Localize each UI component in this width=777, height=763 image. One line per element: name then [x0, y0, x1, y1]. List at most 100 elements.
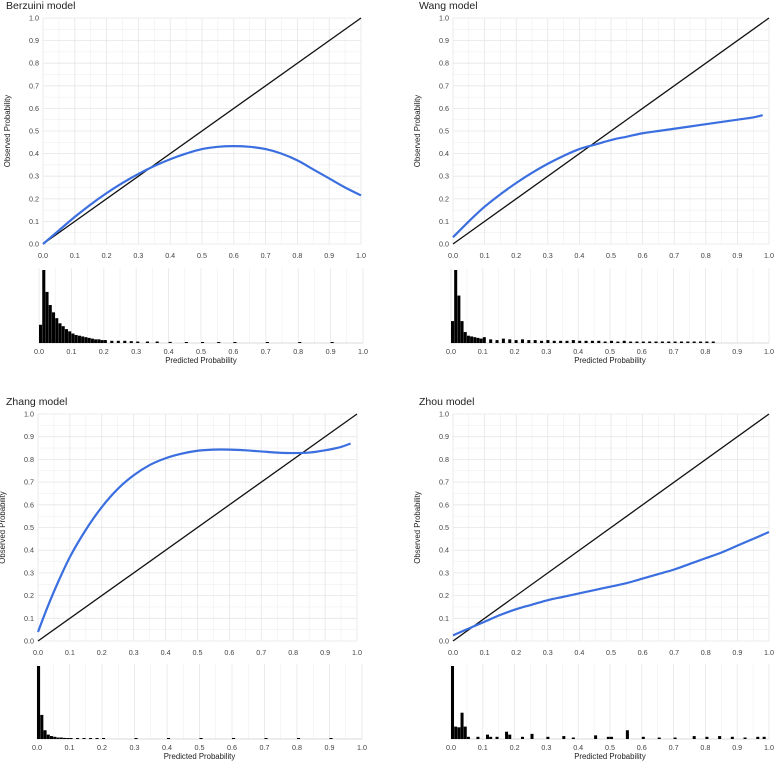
histogram-bar — [37, 666, 41, 739]
histogram-bar — [40, 714, 44, 739]
calibration-curve — [42, 145, 362, 245]
histogram-bar — [495, 736, 499, 739]
histogram-bar — [762, 736, 766, 739]
y-tick-label: 1.0 — [29, 14, 39, 23]
histogram-bar — [508, 734, 512, 739]
histogram-bar — [71, 333, 75, 343]
hist-x-tick-label: 0.1 — [65, 743, 75, 752]
histogram-bar — [43, 730, 47, 739]
histogram-bar — [64, 329, 68, 343]
hist-x-tick-label: 0.9 — [326, 347, 336, 356]
hist-x-tick-label: 0.5 — [196, 347, 206, 356]
histogram-bar — [81, 336, 85, 343]
histogram-bar — [463, 726, 467, 739]
y-tick-label: 1.0 — [439, 14, 449, 23]
y-axis-label: Observed Probability — [413, 491, 422, 563]
x-tick-label: 0.4 — [574, 648, 584, 657]
y-tick-label: 0.1 — [439, 217, 449, 226]
y-tick-label: 0.1 — [439, 614, 449, 623]
histogram-bar — [756, 736, 760, 739]
reference-line — [452, 413, 770, 642]
x-tick-label: 0.9 — [324, 251, 334, 260]
x-tick-label: 0.7 — [261, 251, 271, 260]
histogram-bar — [82, 738, 86, 739]
x-tick-label: 0.0 — [448, 648, 458, 657]
hist-x-tick-label: 0.3 — [130, 743, 140, 752]
hist-x-tick-label: 0.3 — [541, 743, 551, 752]
histogram-bar — [730, 736, 734, 739]
histogram-bar — [692, 341, 696, 343]
histogram-bar — [466, 736, 470, 739]
histogram-bar — [597, 340, 601, 343]
x-axis-label: Predicted Probability — [574, 356, 646, 365]
histogram-bar — [508, 339, 512, 343]
histogram-bar — [51, 312, 56, 343]
histogram-bar — [540, 340, 544, 343]
histogram-bar — [298, 342, 302, 343]
calibration-curve — [36, 442, 352, 633]
histogram-bar — [641, 341, 645, 343]
histogram-bar — [184, 342, 188, 343]
histogram-bar — [654, 341, 658, 343]
histogram-bar — [167, 738, 171, 739]
y-tick-label: 0.0 — [439, 240, 449, 249]
histogram-bar — [546, 736, 550, 739]
histogram-bar — [233, 342, 237, 343]
histogram-bar — [476, 337, 480, 343]
histogram-bar — [103, 340, 107, 343]
histogram-bar — [501, 338, 505, 343]
x-tick-label: 1.0 — [764, 648, 774, 657]
hist-x-tick-label: 0.7 — [261, 347, 271, 356]
histogram-bar — [460, 712, 464, 739]
histogram-bar — [578, 340, 582, 343]
histogram-bar — [463, 332, 467, 343]
x-tick-label: 0.5 — [606, 251, 616, 260]
histogram-bar — [55, 318, 59, 343]
histogram-bar — [473, 337, 477, 343]
histogram-bar — [660, 341, 664, 343]
histogram-bar — [470, 336, 474, 343]
y-axis-label: Observed Probability — [0, 491, 7, 563]
histogram-bar — [629, 341, 633, 343]
panel-title: Zhou model — [419, 396, 474, 408]
histogram-bar — [74, 334, 78, 343]
histogram-bar — [673, 341, 677, 343]
histogram-bar — [454, 270, 458, 343]
y-tick-label: 0.4 — [29, 149, 39, 158]
histogram-bar — [559, 340, 563, 343]
histogram-bar — [625, 730, 629, 739]
x-tick-label: 0.7 — [669, 251, 679, 260]
histogram-bar — [514, 340, 518, 343]
x-tick-label: 0.1 — [480, 648, 490, 657]
y-tick-label: 0.3 — [29, 172, 39, 181]
x-tick-label: 1.0 — [764, 251, 774, 260]
x-tick-label: 0.9 — [732, 251, 742, 260]
y-tick-label: 0.8 — [439, 59, 449, 68]
x-tick-label: 0.5 — [193, 648, 203, 657]
y-tick-label: 0.6 — [24, 500, 34, 509]
hist-x-tick-label: 0.5 — [605, 347, 615, 356]
histogram-bar — [136, 341, 140, 343]
hist-x-tick-label: 0.1 — [478, 347, 488, 356]
histogram-bar — [100, 340, 104, 343]
hist-x-tick-label: 0.4 — [573, 347, 583, 356]
y-tick-label: 0.9 — [439, 36, 449, 45]
calibration-panel: Berzuini model 0.0 0.1 0.2 0.3 0.4 0.5 0.6 0.7 0.… — [3, 0, 368, 365]
histogram-bar — [489, 736, 493, 739]
histogram-bar — [265, 342, 269, 343]
histogram-bar — [145, 341, 149, 343]
x-tick-label: 1.0 — [356, 251, 366, 260]
histogram-bar — [59, 737, 63, 739]
histogram-bar — [565, 340, 569, 343]
histogram-bar — [48, 305, 52, 343]
y-tick-label: 0.3 — [439, 172, 449, 181]
y-tick-label: 0.3 — [24, 568, 34, 577]
histogram-bar — [77, 335, 81, 343]
panel-title: Wang model — [419, 0, 478, 12]
x-tick-label: 0.8 — [701, 648, 711, 657]
y-tick-label: 0.6 — [439, 500, 449, 509]
histogram-bar — [42, 270, 46, 343]
hist-x-tick-label: 0.3 — [131, 347, 141, 356]
histogram-bar — [53, 736, 57, 739]
x-tick-label: 0.2 — [511, 648, 521, 657]
